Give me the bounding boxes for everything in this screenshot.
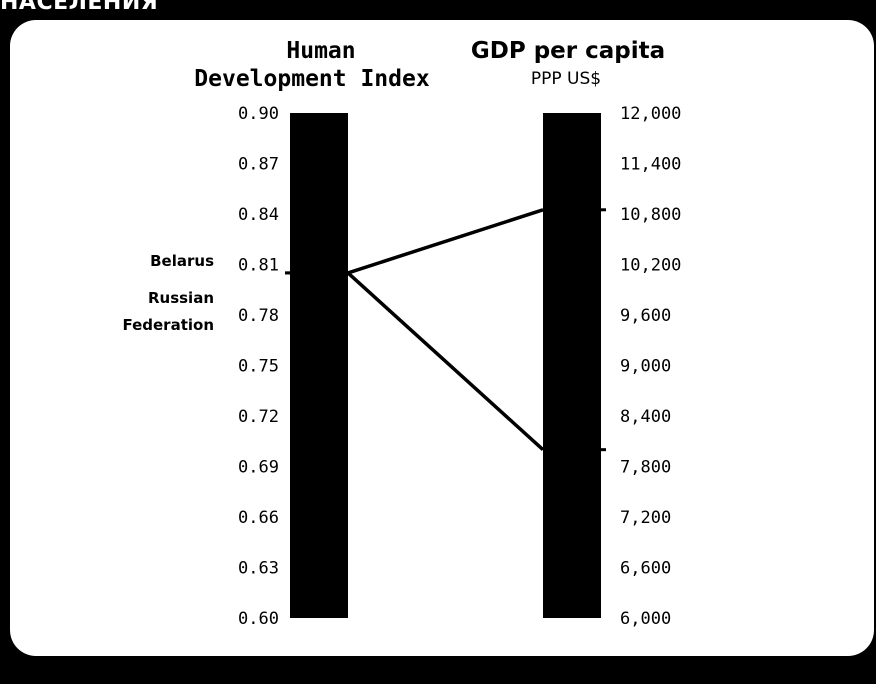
hdi-axis-title-line-1: Human [286,38,355,64]
gdp-tick-label: 6,600 [620,559,671,579]
hdi-tick-label: 0.90 [238,104,279,124]
gdp-tick-label: 11,400 [620,155,681,175]
gdp-tick-label: 8,400 [620,407,671,427]
gdp-tick-label: 10,200 [620,256,681,276]
hdi-tick-labels: 0.90 0.87 0.84 0.81 0.78 0.75 0.72 0.69 0.66 0.63… [238,104,279,629]
gdp-axis-bar [543,113,601,618]
hdi-tick-label: 0.66 [238,508,279,528]
belarus-label: Belarus [150,252,214,270]
hdi-tick-label: 0.63 [238,559,279,579]
gdp-axis-subtitle: PPP US$ [531,69,601,89]
russian-federation-label: Federation [122,316,214,334]
hdi-tick-label: 0.75 [238,357,279,377]
series-lines [285,208,606,452]
gdp-tick-label: 7,200 [620,508,671,528]
russian-federation-series-line [347,208,544,275]
gdp-tick-label: 6,000 [620,609,671,629]
gdp-tick-label: 12,000 [620,104,681,124]
gdp-tick-label: 7,800 [620,458,671,478]
hdi-tick-label: 0.69 [238,458,279,478]
hdi-tick-label: 0.72 [238,407,279,427]
hdi-tick-label: 0.87 [238,155,279,175]
series-labels: Belarus Russian Federation [122,252,214,334]
chart-panel [10,20,874,656]
gdp-tick-label: 9,600 [620,306,671,326]
hdi-tick-label: 0.78 [238,306,279,326]
gdp-tick-labels: 12,000 11,400 10,800 10,200 9,600 9,000 8,400 7… [620,104,681,629]
gdp-tick-label: 9,000 [620,357,671,377]
russian-federation-label: Russian [148,289,214,307]
hdi-tick-label: 0.60 [238,609,279,629]
hdi-tick-label: 0.81 [238,256,279,276]
gdp-axis-title: GDP per capita [471,38,665,64]
belarus-series-line [346,271,545,451]
hdi-axis-title-line-2: Development Index [194,66,430,92]
hdi-axis-bar [290,113,348,618]
gdp-tick-label: 10,800 [620,205,681,225]
hdi-tick-label: 0.84 [238,205,279,225]
top-caption: НАСЕЛЕНИЯ [0,0,159,15]
